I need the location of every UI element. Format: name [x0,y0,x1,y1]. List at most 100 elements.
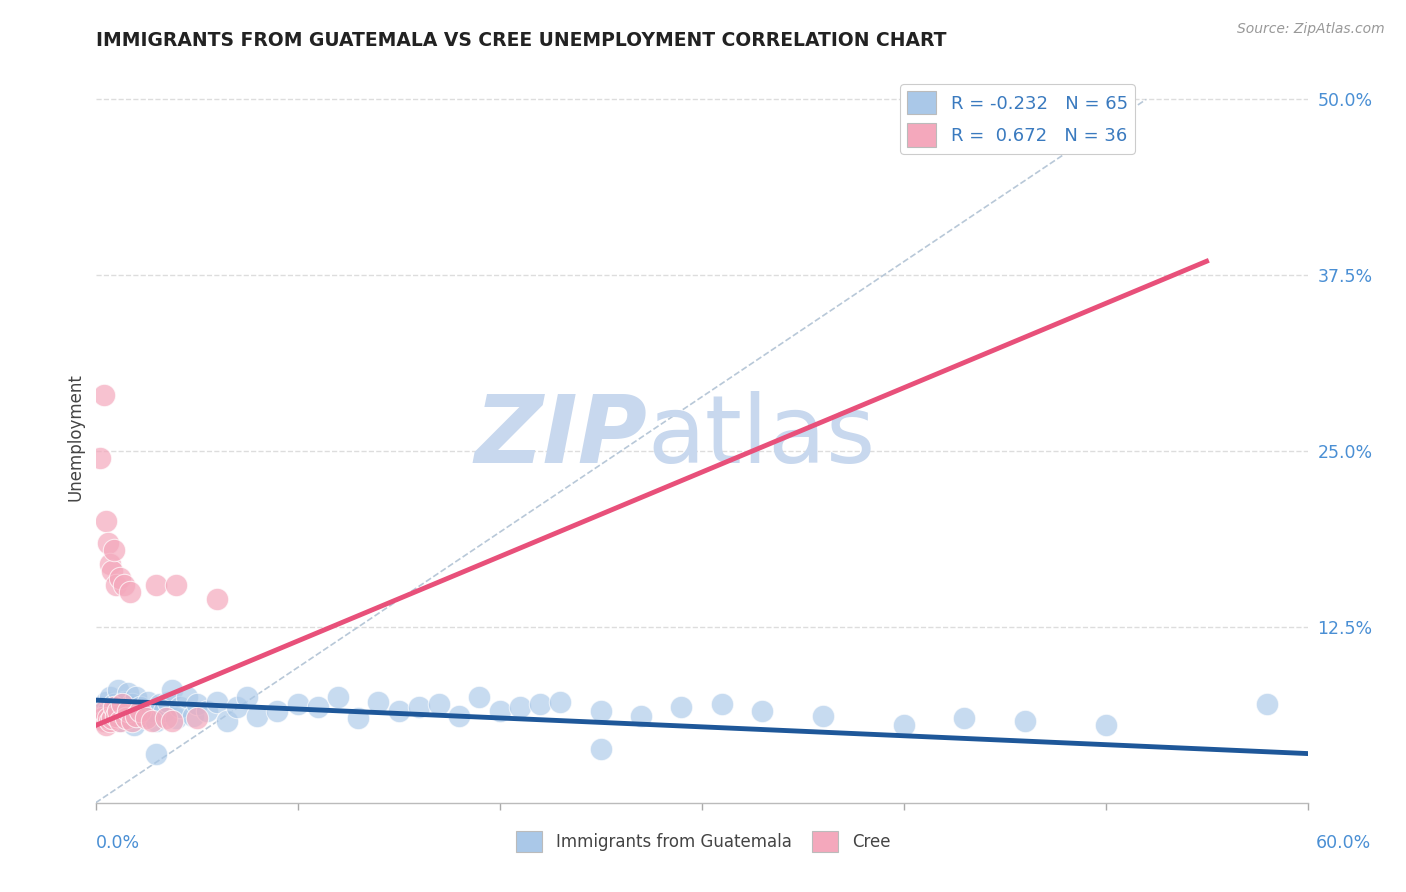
Point [108,571,131,585]
Point [111,705,134,719]
Point [125,690,148,705]
Point [176,690,198,705]
Point [326,690,349,705]
Point [100,711,122,725]
Point [408,700,430,714]
Point [205,694,228,708]
Point [710,698,733,712]
Point [630,708,652,723]
Point [97,711,120,725]
Point [118,705,141,719]
Point [548,694,571,708]
Point [215,714,238,729]
Point [307,700,329,714]
Point [129,700,152,714]
Point [89,451,111,466]
Point [266,705,288,719]
Point [121,714,143,729]
Point [97,535,120,549]
Point [347,711,370,725]
Point [149,698,172,712]
Point [90,711,112,725]
Point [94,694,117,708]
Point [141,705,163,719]
Point [893,718,915,732]
Point [157,694,180,708]
Point [141,714,163,729]
Point [145,714,167,729]
Point [155,711,177,725]
Point [195,705,218,719]
Point [122,718,145,732]
Point [103,698,125,712]
Point [169,700,191,714]
Point [589,705,612,719]
Point [115,711,138,725]
Point [1256,698,1278,712]
Point [153,705,176,719]
Point [145,747,167,761]
Point [129,705,152,719]
Point [529,698,551,712]
Point [115,711,138,725]
Legend: Immigrants from Guatemala, Cree: Immigrants from Guatemala, Cree [509,824,897,859]
Y-axis label: Unemployment: Unemployment [66,373,84,501]
Point [117,686,139,700]
Point [165,711,187,725]
Text: 60.0%: 60.0% [1316,834,1371,852]
Point [104,578,127,592]
Point [953,711,976,725]
Point [108,714,131,729]
Point [100,708,122,723]
Point [104,708,127,723]
Point [671,700,693,714]
Point [103,542,125,557]
Point [104,700,127,714]
Point [181,708,204,723]
Point [90,700,112,714]
Point [118,584,141,599]
Point [94,515,117,529]
Point [98,714,121,729]
Point [97,705,120,719]
Point [103,700,125,714]
Legend: R = -0.232   N = 65, R =  0.672   N = 36: R = -0.232 N = 65, R = 0.672 N = 36 [900,84,1135,154]
Point [162,683,184,698]
Point [93,705,115,719]
Point [94,718,117,732]
Point [449,708,471,723]
Point [145,578,167,592]
Point [121,698,143,712]
Point [488,705,510,719]
Text: ZIP: ZIP [474,391,647,483]
Point [107,683,129,698]
Point [98,557,121,571]
Point [107,705,129,719]
Point [132,708,155,723]
Point [93,714,115,729]
Text: IMMIGRANTS FROM GUATEMALA VS CREE UNEMPLOYMENT CORRELATION CHART: IMMIGRANTS FROM GUATEMALA VS CREE UNEMPL… [96,31,946,50]
Point [509,700,531,714]
Point [125,708,148,723]
Point [589,742,612,756]
Point [117,705,139,719]
Text: 0.0%: 0.0% [96,834,139,852]
Point [226,700,249,714]
Point [136,694,159,708]
Point [388,705,411,719]
Text: atlas: atlas [647,391,876,483]
Point [236,690,259,705]
Point [427,698,450,712]
Point [93,388,115,402]
Point [162,714,184,729]
Point [205,591,228,606]
Point [751,705,773,719]
Point [186,698,208,712]
Point [186,711,208,725]
Point [811,708,834,723]
Point [287,698,309,712]
Point [112,694,135,708]
Point [112,578,135,592]
Text: Source: ZipAtlas.com: Source: ZipAtlas.com [1237,22,1385,37]
Point [165,578,187,592]
